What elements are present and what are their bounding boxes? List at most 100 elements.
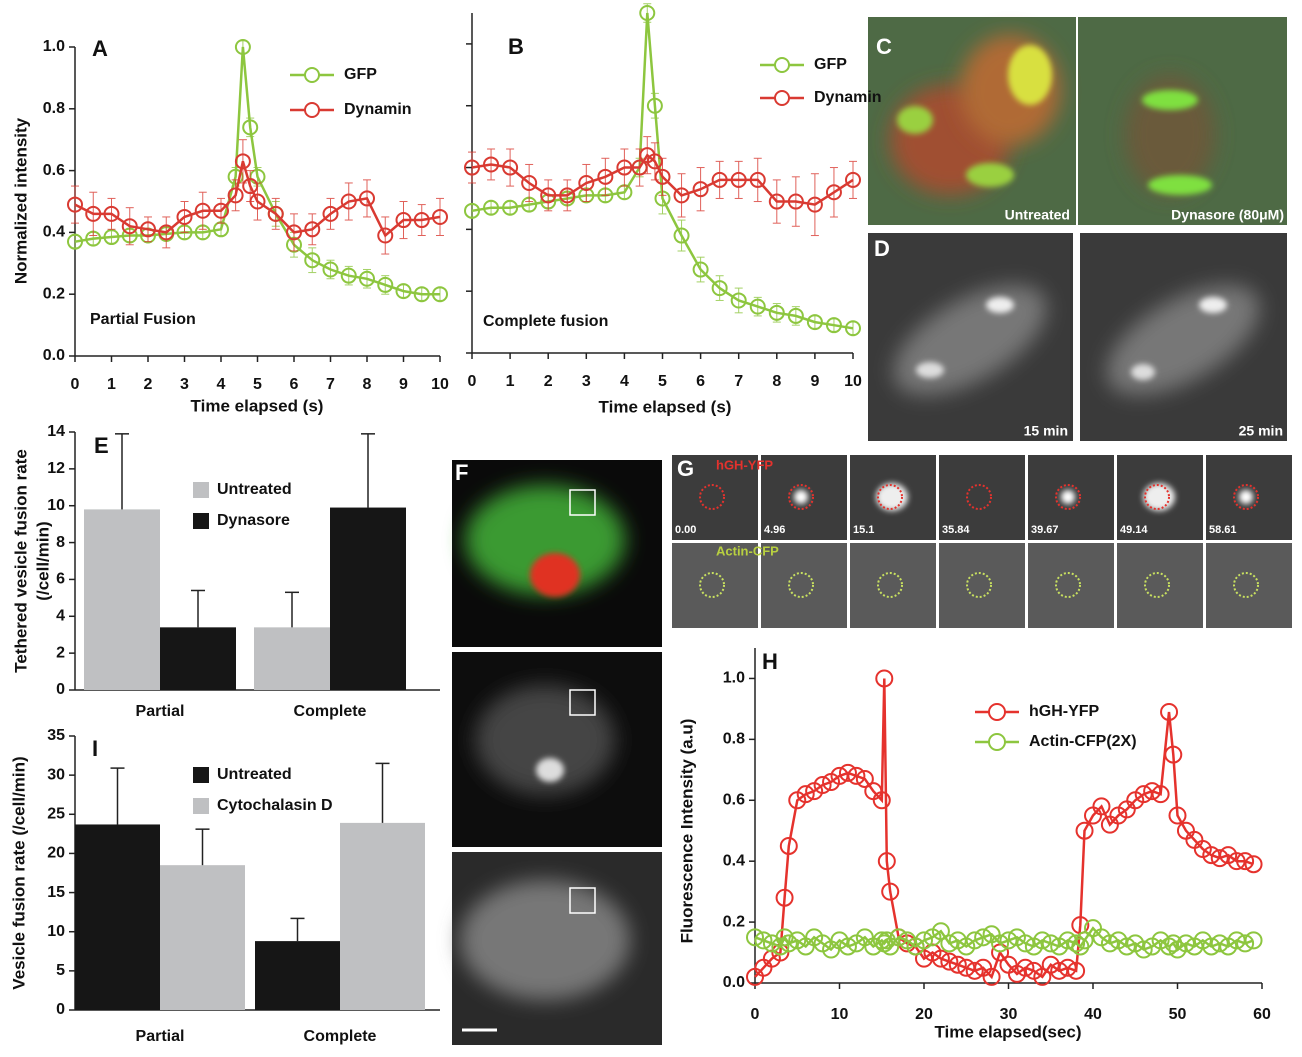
y-tick-label: 14 (47, 423, 65, 440)
x-tick-label: 5 (253, 376, 262, 393)
point (881, 882, 900, 901)
legend-label: GFP (344, 66, 377, 83)
roi-circle (1055, 484, 1081, 510)
vesicles (1199, 297, 1227, 313)
tile (1206, 543, 1292, 628)
point (1210, 934, 1229, 953)
point (242, 178, 259, 195)
error-bar (361, 433, 375, 508)
x-tick-label: 5 (658, 373, 667, 390)
tile (672, 455, 758, 540)
point (845, 320, 861, 337)
bar (75, 824, 160, 1010)
bar (330, 507, 406, 690)
point (483, 156, 500, 173)
time-label: 15.1 (853, 524, 874, 536)
y-tick-label: 20 (47, 845, 65, 862)
y-tick-label: 0 (56, 1001, 65, 1018)
tile (939, 455, 1025, 540)
time-label: 0.00 (675, 524, 696, 536)
x-axis-label: Time elapsed (s) (599, 397, 732, 416)
spot (1239, 490, 1253, 504)
y-tick-label: 10 (47, 923, 65, 940)
point (796, 785, 815, 804)
point (974, 928, 993, 947)
x-tick-label: 10 (844, 373, 862, 390)
panel-label: F (455, 460, 468, 485)
legend-swatch (193, 482, 209, 498)
point (502, 159, 519, 176)
error-bar (71, 185, 79, 224)
point (322, 205, 339, 222)
y-tick-label: 12 (47, 460, 65, 477)
error-bar (375, 762, 390, 823)
x-tick-label: 1 (506, 373, 515, 390)
x-tick-label: Partial (136, 1028, 185, 1045)
legend-label: Dynamin (814, 89, 882, 106)
point (578, 175, 595, 191)
point (991, 934, 1010, 953)
y-tick-label: 0.4 (723, 852, 745, 869)
annotation: Complete fusion (483, 313, 608, 330)
point (1016, 934, 1035, 953)
point (889, 928, 908, 947)
row-label: Actin-CFP (716, 543, 779, 558)
point (432, 286, 448, 303)
point (673, 187, 690, 204)
caption: Dynasore (80μM) (1171, 207, 1284, 223)
roi-circle (788, 572, 814, 598)
cell (475, 685, 615, 795)
y-axis-label: Tethered vesicle fusion rate (11, 449, 30, 673)
cluster (1008, 45, 1052, 105)
cluster (897, 106, 933, 134)
x-tick-label: 3 (180, 376, 189, 393)
point (1075, 931, 1094, 950)
panel-label: A (92, 36, 108, 61)
point (464, 159, 480, 176)
legend-marker (304, 102, 320, 118)
error-bar (285, 591, 299, 628)
error-bar (195, 828, 210, 866)
point (559, 187, 576, 204)
legend-swatch (193, 513, 209, 529)
point (213, 202, 229, 219)
y-tick-label: 2 (56, 644, 65, 661)
cluster (966, 163, 1014, 187)
point (768, 193, 785, 210)
point (1168, 806, 1187, 825)
x-tick-label: 7 (326, 376, 335, 393)
point (377, 227, 394, 244)
x-tick-label: 1 (107, 376, 116, 393)
legend-label: Dynamin (344, 101, 412, 118)
roi-circle (1144, 484, 1170, 510)
x-tick-label: 40 (1084, 1006, 1102, 1023)
point (847, 766, 866, 785)
tile (672, 543, 758, 628)
point (1236, 852, 1255, 871)
point (1033, 967, 1052, 986)
legend-label: Dynasore (217, 512, 290, 529)
point (775, 888, 794, 907)
point (540, 187, 557, 204)
error-bar (468, 151, 476, 184)
y-tick-label: 10 (47, 497, 65, 514)
point (711, 280, 728, 297)
point (359, 270, 375, 287)
point (692, 181, 709, 198)
annotation: Partial Fusion (90, 311, 196, 328)
point (103, 205, 120, 222)
point (931, 922, 950, 941)
point (176, 208, 193, 225)
point (1244, 931, 1263, 950)
point (855, 769, 874, 788)
roi-box (569, 887, 596, 914)
point (1016, 958, 1035, 977)
y-tick-label: 0.4 (43, 224, 65, 241)
y-tick-label: 8 (56, 534, 65, 551)
point (597, 168, 614, 185)
legend-label: hGH-YFP (1029, 703, 1100, 720)
legend-marker (988, 703, 1006, 721)
spot (876, 483, 908, 511)
x-tick-label: Complete (294, 703, 367, 720)
